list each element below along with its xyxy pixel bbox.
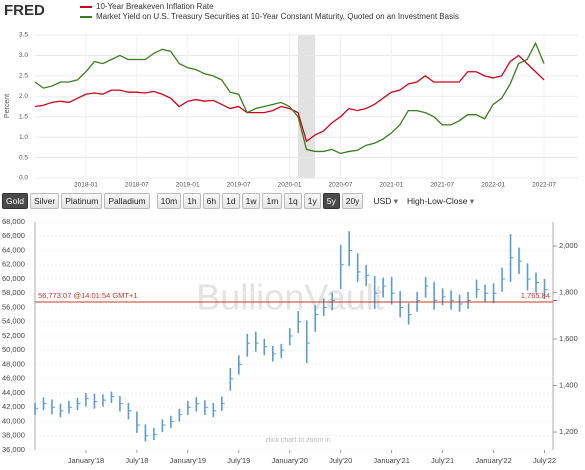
- period-button[interactable]: 1h: [183, 193, 201, 209]
- y-tick-label: 36,000: [2, 445, 25, 454]
- period-button[interactable]: 1q: [284, 193, 302, 209]
- period-button[interactable]: 20y: [341, 193, 364, 209]
- y-tick-label: 2.0: [19, 93, 28, 100]
- y-tick-label: 68,000: [2, 217, 25, 226]
- x-tick-label: 2018-07: [125, 182, 149, 189]
- period-button[interactable]: 1w: [241, 193, 261, 209]
- y-tick-label: 56,000: [2, 302, 25, 311]
- y-tick-label: 54,000: [2, 317, 25, 326]
- x-tick-label: July'22: [533, 456, 556, 465]
- y-tick-label: 42,000: [2, 402, 25, 411]
- y2-tick-label: 1,200: [559, 427, 578, 436]
- y-tick-label: 1.0: [19, 134, 28, 141]
- logo: FRED: [4, 2, 45, 19]
- x-tick-label: January'22: [475, 456, 511, 465]
- x-tick-label: 2018-01: [74, 182, 98, 189]
- y-tick-label: 44,000: [2, 388, 25, 397]
- x-tick-label: 2022-01: [481, 182, 505, 189]
- x-tick-label: July'19: [227, 456, 250, 465]
- period-button[interactable]: 1y: [303, 193, 321, 209]
- toolbar: Gold Silver Platinum Palladium 10m 1h 6h 1d 1w 1m…: [2, 192, 477, 210]
- watermark: BullionVault: [196, 277, 383, 318]
- x-tick-label: January'21: [373, 456, 409, 465]
- y-tick-label: 0.5: [19, 154, 28, 161]
- y-tick-label: 66,000: [2, 231, 25, 240]
- metal-button[interactable]: Platinum: [61, 193, 103, 209]
- y-tick-label: 50,000: [2, 345, 25, 354]
- y-tick-label: 62,000: [2, 260, 25, 269]
- y2-tick-label: 2,000: [559, 241, 578, 250]
- metal-button[interactable]: Palladium: [104, 193, 150, 209]
- x-tick-label: 2019-01: [176, 182, 200, 189]
- x-tick-label: January'18: [68, 456, 104, 465]
- currency-select[interactable]: USD: [370, 194, 401, 209]
- bullion-chart: BullionVault click chart to zoom in 36,0…: [2, 217, 578, 465]
- chart-style-select[interactable]: High-Low-Close: [404, 194, 477, 209]
- y-tick-label: 3.0: [19, 52, 28, 59]
- period-button[interactable]: 10m: [156, 193, 182, 209]
- legend-label: 10-Year Breakeven Inflation Rate: [96, 2, 214, 11]
- x-tick-label: 2021-07: [430, 182, 454, 189]
- fred-chart: FRED 10-Year Breakeven Inflation Rate Ma…: [4, 2, 578, 189]
- x-tick-label: 2020-01: [278, 182, 302, 189]
- x-tick-label: 2022-07: [532, 182, 556, 189]
- reference-y2-label: 1,765.84: [521, 291, 550, 300]
- line-series: [34, 41, 545, 155]
- periods-group: 10m 1h 6h 1d 1w 1m 1q 1y 5y 20y: [156, 193, 364, 209]
- x-tick-label: July'18: [125, 456, 148, 465]
- period-button[interactable]: 5y: [322, 193, 340, 209]
- x-tick-label: July'20: [329, 456, 352, 465]
- y-tick-label: 2.5: [19, 73, 28, 80]
- x-tick-label: 2021-01: [379, 182, 403, 189]
- y-tick-label: 1.5: [19, 113, 28, 120]
- y-tick-label: 48,000: [2, 359, 25, 368]
- x-tick-label: 2019-07: [227, 182, 251, 189]
- metal-button[interactable]: Silver: [29, 193, 60, 209]
- y-tick-label: 40,000: [2, 416, 25, 425]
- x-tick-label: January'19: [170, 456, 206, 465]
- legend-label: Market Yield on U.S. Treasury Securities…: [96, 12, 459, 21]
- y-tick-label: 58,000: [2, 288, 25, 297]
- period-button[interactable]: 6h: [202, 193, 221, 209]
- metals-group: Gold Silver Platinum Palladium: [2, 193, 150, 209]
- y2-tick-label: 1,800: [559, 287, 578, 296]
- x-tick-label: January'20: [272, 456, 308, 465]
- y2-tick-label: 1,400: [559, 380, 578, 389]
- y2-tick-label: 1,600: [559, 334, 578, 343]
- period-button[interactable]: 1d: [222, 193, 240, 209]
- reference-label: 56,773.07 @14:01:54 GMT+1: [38, 291, 138, 300]
- line-series: [34, 54, 545, 143]
- y-tick-label: 3.5: [19, 32, 28, 39]
- y-tick-label: 64,000: [2, 245, 25, 254]
- metal-button[interactable]: Gold: [2, 193, 28, 209]
- y-tick-label: 38,000: [2, 431, 25, 440]
- shaded-period: [298, 35, 315, 178]
- y-tick-label: 60,000: [2, 274, 25, 283]
- y-tick-label: 46,000: [2, 374, 25, 383]
- x-tick-label: July'21: [431, 456, 454, 465]
- zoom-note[interactable]: click chart to zoom in: [265, 437, 330, 444]
- y-axis-label: Percent: [4, 94, 11, 118]
- y-tick-label: 52,000: [2, 331, 25, 340]
- x-tick-label: 2020-07: [329, 182, 353, 189]
- period-button[interactable]: 1m: [262, 193, 283, 209]
- y-tick-label: 0.0: [19, 175, 28, 182]
